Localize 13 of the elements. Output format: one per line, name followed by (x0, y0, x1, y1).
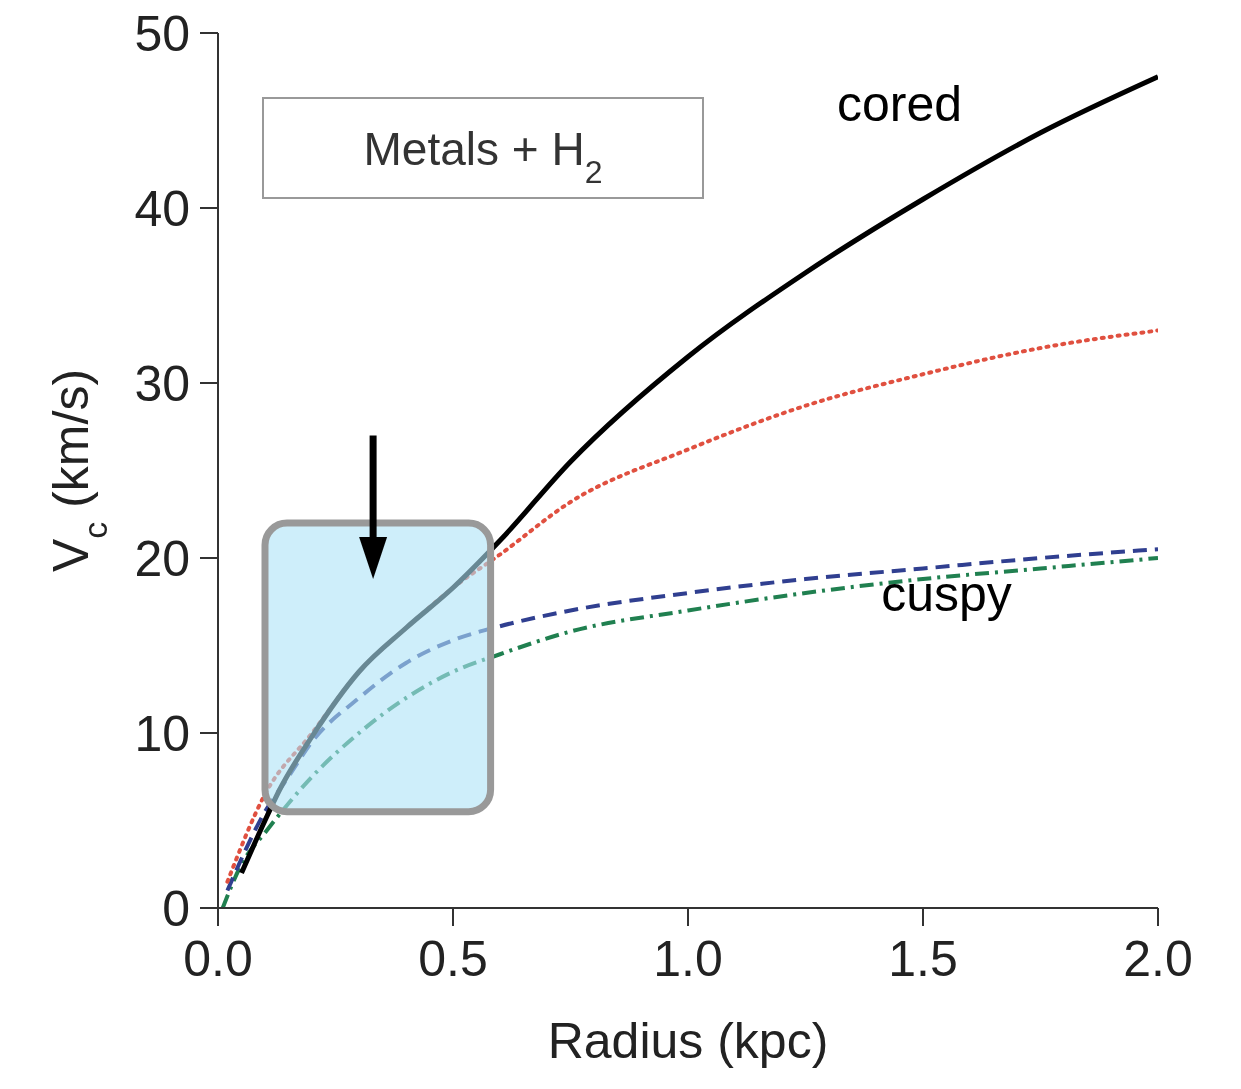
y-tick-label: 40 (134, 180, 190, 237)
y-tick-label: 20 (134, 530, 190, 587)
annotation: cuspy (881, 565, 1012, 622)
annotation: cored (836, 75, 963, 132)
x-tick-label: 1.0 (653, 930, 723, 987)
y-tick-label: 30 (134, 355, 190, 412)
y-tick-label: 50 (134, 5, 190, 62)
y-tick-label: 10 (134, 705, 190, 762)
x-tick-label: 2.0 (1123, 930, 1193, 987)
annotation: Metals + H$_{2}$ (363, 123, 603, 190)
x-tick-label: 1.5 (888, 930, 958, 987)
x-axis-title: Radius (kpc) (547, 1013, 829, 1069)
x-tick-label: 0.5 (418, 930, 488, 987)
